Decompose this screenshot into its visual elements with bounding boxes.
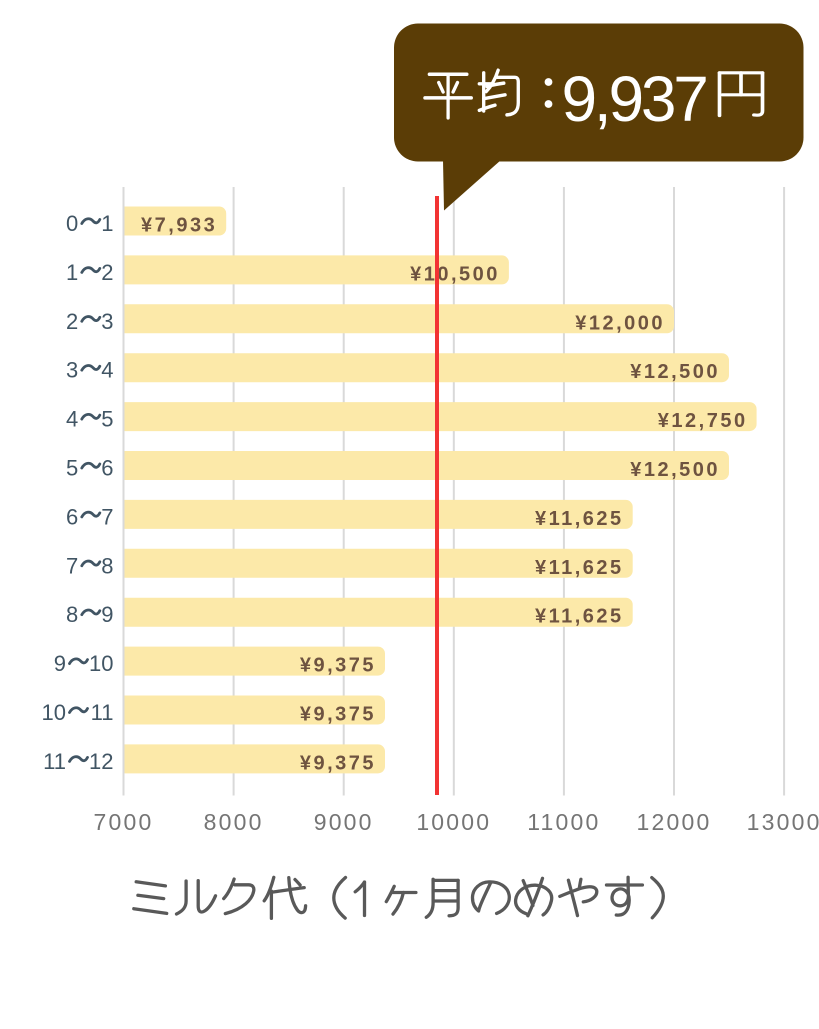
svg-text:7000: 7000: [94, 809, 154, 835]
svg-text:3: 3: [101, 309, 113, 334]
svg-text:¥9,375: ¥9,375: [300, 655, 376, 677]
svg-text:10: 10: [89, 651, 113, 676]
svg-text:¥7,933: ¥7,933: [141, 215, 217, 237]
svg-text:9: 9: [54, 651, 66, 676]
svg-text:8000: 8000: [204, 809, 264, 835]
svg-text:8: 8: [101, 553, 113, 578]
svg-text:1: 1: [66, 260, 78, 285]
svg-text:0: 0: [66, 211, 78, 236]
svg-text:2: 2: [101, 260, 113, 285]
svg-text:1: 1: [101, 211, 113, 236]
svg-text:¥9,375: ¥9,375: [300, 752, 376, 774]
svg-text:12: 12: [89, 749, 113, 774]
svg-text:11: 11: [91, 700, 114, 725]
svg-text:¥11,625: ¥11,625: [535, 606, 624, 628]
svg-text:5: 5: [66, 456, 78, 481]
svg-text:9: 9: [101, 602, 113, 627]
svg-text:8: 8: [66, 602, 78, 627]
svg-text:¥9,375: ¥9,375: [300, 704, 376, 726]
svg-text:3: 3: [66, 358, 78, 383]
svg-text:¥12,000: ¥12,000: [575, 312, 665, 334]
svg-text:9,937: 9,937: [562, 63, 707, 135]
svg-text:¥12,500: ¥12,500: [630, 459, 720, 481]
svg-text:5: 5: [101, 407, 113, 432]
svg-text:6: 6: [101, 456, 113, 481]
svg-text:13000: 13000: [747, 809, 819, 835]
svg-text:7: 7: [101, 504, 113, 529]
svg-text:11000: 11000: [527, 809, 600, 835]
svg-text:2: 2: [66, 309, 78, 334]
svg-text:¥11,625: ¥11,625: [535, 508, 624, 530]
svg-text:¥12,500: ¥12,500: [630, 361, 720, 383]
svg-text:12000: 12000: [637, 809, 712, 835]
svg-text:¥11,625: ¥11,625: [535, 557, 624, 579]
svg-text:4: 4: [101, 358, 113, 383]
svg-text:9000: 9000: [314, 809, 374, 835]
svg-text:10: 10: [42, 700, 66, 725]
svg-text:11: 11: [43, 749, 66, 774]
svg-text:7: 7: [66, 553, 78, 578]
svg-text:6: 6: [66, 504, 78, 529]
svg-text:¥12,750: ¥12,750: [658, 410, 748, 432]
svg-text:10000: 10000: [416, 809, 491, 835]
svg-text:4: 4: [66, 407, 78, 432]
svg-text:¥10,500: ¥10,500: [410, 263, 500, 285]
